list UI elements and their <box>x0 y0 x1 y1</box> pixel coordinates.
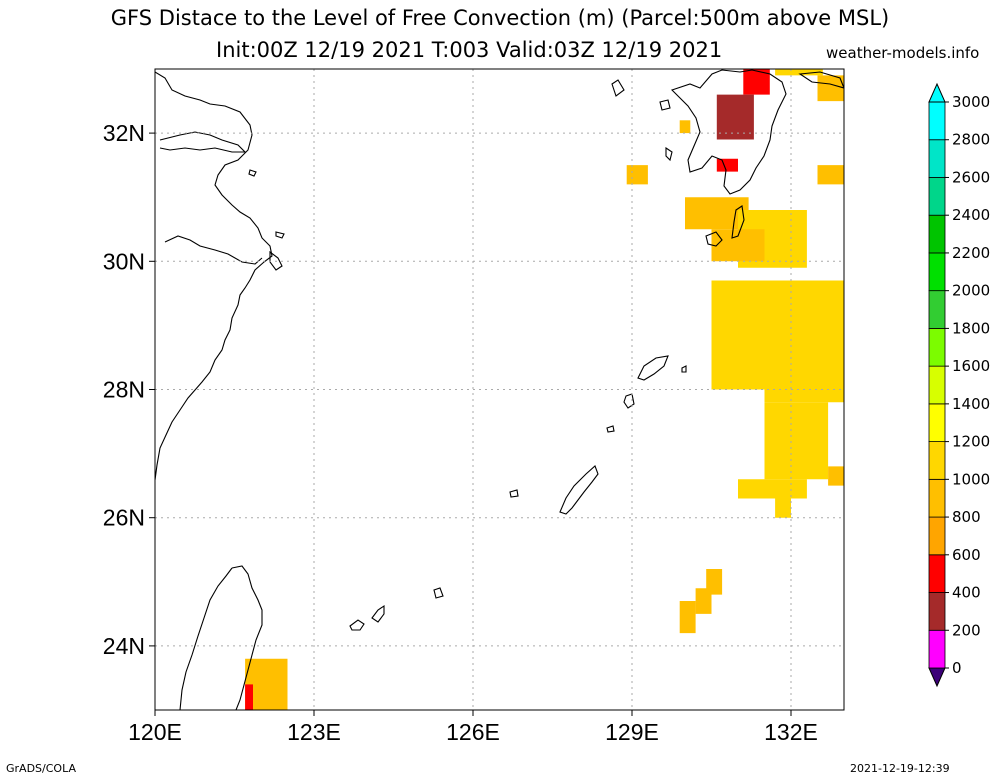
colorbar-bin-1600 <box>928 327 946 367</box>
colorbar: 0 200 400 600 800 1000 1200 1400 1600 1800 2000 220… <box>928 82 990 688</box>
coastline-zhoushan <box>269 250 283 271</box>
lat-axis: 24N 26N 28N 30N 32N <box>103 120 155 659</box>
colorbar-label-800: 800 <box>952 508 981 526</box>
coastline-tokunoshima <box>623 393 635 409</box>
coastline-shikoku <box>798 71 844 89</box>
colorbar-bin-1200 <box>928 403 946 443</box>
shaded-cell-14 <box>738 479 807 499</box>
colorbar-label-2000: 2000 <box>952 282 990 300</box>
colorbar-label-0: 0 <box>952 659 962 677</box>
tick-label-lon-120E: 120E <box>128 719 182 745</box>
tick-label-lat-24N: 24N <box>103 633 145 659</box>
map-title: GFS Distace to the Level of Free Convect… <box>110 6 890 30</box>
shaded-cell-16 <box>828 466 844 486</box>
shaded-cell-20 <box>245 658 288 710</box>
footer-software: GrADS/COLA <box>6 762 76 775</box>
coastline-ishigaki <box>371 604 385 623</box>
colorbar-label-1200: 1200 <box>952 433 990 451</box>
colorbar-label-2800: 2800 <box>952 131 990 149</box>
coastline-iriomote <box>349 619 365 631</box>
coastline-kumejima <box>509 489 519 498</box>
shaded-cell-10 <box>711 229 765 262</box>
colorbar-extend-low <box>928 667 946 688</box>
colorbar-bin-600 <box>928 516 946 556</box>
colorbar-bin-800 <box>928 478 946 518</box>
coastline-yakushima <box>705 231 723 247</box>
shaded-cell-4 <box>817 75 844 102</box>
coastline-islet-2 <box>248 169 257 177</box>
coastline-taiwan <box>179 565 263 710</box>
coastline-islet-3 <box>681 365 687 373</box>
colorbar-bin-1400 <box>928 365 946 405</box>
colorbar-label-1800: 1800 <box>952 319 990 337</box>
coastline-islet-1 <box>275 231 285 239</box>
shaded-cell-0 <box>743 69 770 95</box>
coastline-miyako <box>433 587 444 599</box>
lon-axis: 120E 123E 126E 129E 132E <box>128 710 818 745</box>
shaded-cell-6 <box>626 165 648 185</box>
colorbar-label-2400: 2400 <box>952 206 990 224</box>
colorbar-label-200: 200 <box>952 621 981 639</box>
shaded-cell-8 <box>685 197 749 230</box>
colorbar-bin-200 <box>928 592 946 631</box>
shaded-cell-1 <box>716 94 754 140</box>
lfc-field <box>245 69 844 710</box>
tick-label-lon-126E: 126E <box>446 719 500 745</box>
colorbar-label-1600: 1600 <box>952 357 990 375</box>
coastlines <box>155 69 844 710</box>
shaded-cell-2 <box>716 158 738 172</box>
shaded-cell-12 <box>764 351 844 403</box>
colorbar-bin-1800 <box>928 290 946 329</box>
coastline-tsushima <box>611 79 625 97</box>
shaded-cell-3 <box>775 69 823 76</box>
shaded-cell-21 <box>245 684 253 710</box>
map-subtitle: Init:00Z 12/19 2021 T:003 Valid:03Z 12/1… <box>216 38 723 62</box>
colorbar-bin-2200 <box>928 214 946 254</box>
colorbar-bin-1000 <box>928 441 946 480</box>
shaded-cell-15 <box>775 498 791 518</box>
grid-lines <box>155 69 844 710</box>
credit-text: weather-models.info <box>826 44 980 62</box>
colorbar-bin-400 <box>928 554 946 593</box>
colorbar-bin-2600 <box>928 139 946 178</box>
tick-label-lat-30N: 30N <box>103 248 145 274</box>
colorbar-label-400: 400 <box>952 584 981 602</box>
tick-label-lon-123E: 123E <box>287 719 341 745</box>
colorbar-bin-2400 <box>928 177 946 216</box>
coastline-okinawa <box>559 465 599 515</box>
tick-label-lat-26N: 26N <box>103 505 145 531</box>
shaded-cell-13 <box>764 402 829 480</box>
shaded-cell-17 <box>706 569 723 595</box>
coastline-kyushu <box>670 69 787 195</box>
colorbar-label-2200: 2200 <box>952 244 990 262</box>
colorbar-label-600: 600 <box>952 546 981 564</box>
coastline-china <box>155 71 273 481</box>
coastline-tanegashima <box>731 205 745 239</box>
colorbar-bin-2000 <box>928 252 946 292</box>
footer-timestamp: 2021-12-19-12:39 <box>850 762 950 775</box>
shaded-cell-7 <box>817 165 844 185</box>
coastline-hangzhou-bay <box>164 235 263 265</box>
colorbar-label-1400: 1400 <box>952 395 990 413</box>
tick-label-lat-28N: 28N <box>103 377 145 403</box>
coastline-amami <box>637 355 669 381</box>
coastline-yangtze <box>159 131 247 153</box>
coastline-amakusa <box>665 146 673 162</box>
colorbar-label-3000: 3000 <box>952 93 990 111</box>
shaded-cell-5 <box>679 120 691 134</box>
coastline-goto <box>659 99 671 111</box>
colorbar-extend-high <box>928 82 946 103</box>
colorbar-bin-0 <box>928 629 946 669</box>
shaded-cell-18 <box>695 588 712 614</box>
colorbar-label-1000: 1000 <box>952 470 990 488</box>
shaded-cell-19 <box>679 601 696 634</box>
tick-label-lon-132E: 132E <box>764 719 818 745</box>
tick-label-lon-129E: 129E <box>605 719 659 745</box>
colorbar-label-2600: 2600 <box>952 168 990 186</box>
tick-label-lat-32N: 32N <box>103 120 145 146</box>
colorbar-bin-2800 <box>928 101 946 141</box>
coastline-okinoerabu <box>606 425 615 433</box>
